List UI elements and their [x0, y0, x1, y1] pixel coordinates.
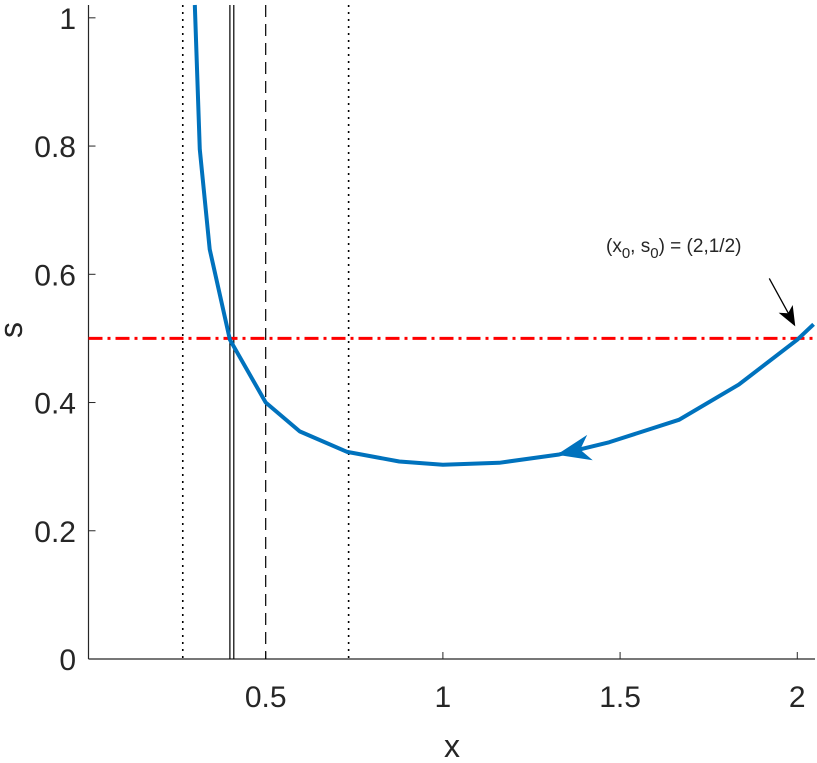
- x-tick-label: 2: [789, 681, 806, 714]
- annotation: (x0, s0) = (2,1/2): [606, 236, 741, 262]
- x-tick-label: 1: [435, 681, 452, 714]
- x-tick-label: 0.5: [245, 681, 287, 714]
- annotation-text: (x: [606, 236, 622, 257]
- y-tick-label: 0.2: [34, 516, 76, 549]
- annotation-text: 0: [650, 245, 658, 262]
- x-tick-label: 1.5: [599, 681, 641, 714]
- x-axis-label: x: [444, 728, 460, 763]
- curve: [192, 4, 815, 467]
- y-tick-label: 1: [59, 3, 76, 36]
- y-tick-label: 0.6: [34, 259, 76, 292]
- y-tick-label: 0.4: [34, 388, 76, 421]
- annotation-arrowhead: [778, 305, 796, 327]
- y-axis-label: s: [0, 322, 29, 338]
- annotation-text: ) = (2,1/2): [659, 236, 742, 257]
- y-tick-label: 0: [59, 644, 76, 677]
- annotation-text: 0: [622, 245, 630, 262]
- direction-arrow: [556, 434, 593, 461]
- y-tick-label: 0.8: [34, 131, 76, 164]
- annotation-text: , s: [630, 236, 650, 257]
